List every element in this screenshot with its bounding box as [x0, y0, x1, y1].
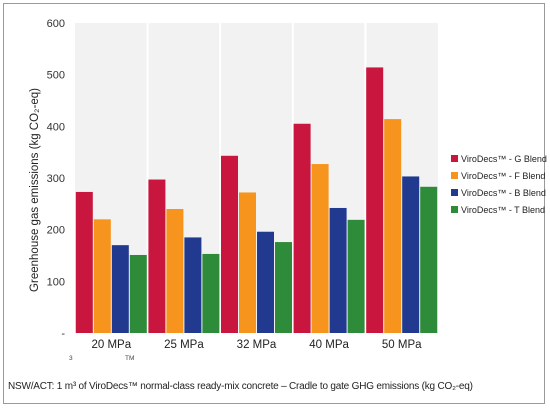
legend: ViroDecs™ - G Blend ViroDecs™ - F Blend Vi… — [451, 154, 547, 215]
figure-caption: NSW/ACT: 1 m³ of ViroDecs™ normal-class … — [8, 381, 473, 392]
bars — [75, 67, 438, 333]
bar — [257, 231, 274, 333]
bar — [129, 254, 147, 333]
y-tick-label: 500 — [47, 70, 65, 82]
bar — [293, 123, 311, 333]
y-axis: - 100 200 300 400 500 600 — [47, 18, 66, 340]
footnote-superscript-tm: TM — [125, 355, 135, 362]
y-tick-label: 200 — [47, 225, 65, 237]
y-tick-label: 600 — [47, 18, 65, 30]
legend-swatch — [451, 172, 458, 179]
bar — [402, 176, 420, 333]
bar — [93, 219, 111, 333]
plot-background — [75, 23, 438, 333]
bar — [166, 209, 184, 333]
bar — [275, 242, 292, 333]
bar — [329, 207, 347, 333]
y-tick-label: - — [61, 328, 65, 340]
y-tick-label: 400 — [47, 121, 65, 133]
x-axis: 20 MPa 25 MPa 32 MPa 40 MPa 50 MPa — [91, 339, 422, 351]
legend-label: ViroDecs™ - T Blend — [461, 205, 545, 215]
bar — [148, 179, 166, 333]
bar — [221, 155, 238, 333]
bar — [347, 219, 365, 333]
y-tick-label: 300 — [47, 173, 65, 185]
y-tick-label: 100 — [47, 276, 65, 288]
bar — [111, 245, 129, 333]
legend-label: ViroDecs™ - G Blend — [461, 154, 547, 164]
bar — [384, 119, 402, 333]
bar — [311, 164, 329, 333]
legend-label: ViroDecs™ - B Blend — [461, 188, 546, 198]
x-tick-label: 20 MPa — [91, 339, 131, 351]
y-axis-label: Greenhouse gas emissions (kg CO₂-eq) — [29, 88, 41, 292]
x-tick-label: 32 MPa — [237, 339, 277, 351]
bar — [75, 191, 93, 333]
legend-label: ViroDecs™ - F Blend — [461, 171, 545, 181]
bar — [202, 253, 220, 333]
legend-swatch — [451, 189, 458, 196]
footnote-superscript-3: 3 — [69, 355, 73, 362]
x-tick-label: 50 MPa — [382, 339, 422, 351]
legend-swatch — [451, 206, 458, 213]
x-tick-label: 25 MPa — [164, 339, 204, 351]
bar — [366, 67, 384, 333]
legend-swatch — [451, 155, 458, 162]
x-tick-label: 40 MPa — [309, 339, 349, 351]
plot-area — [75, 23, 438, 333]
bar — [420, 186, 438, 333]
bar — [239, 192, 256, 333]
bar — [184, 237, 202, 333]
